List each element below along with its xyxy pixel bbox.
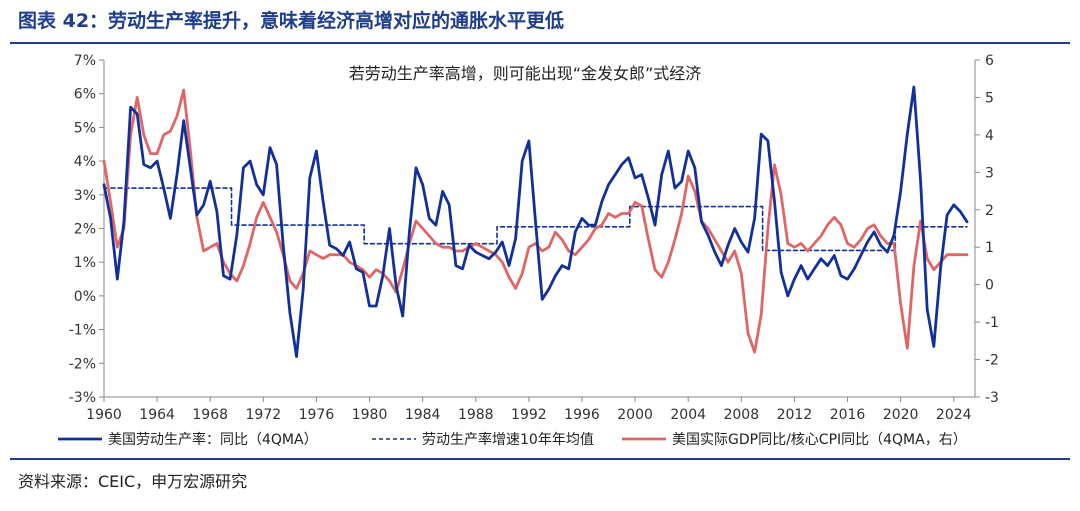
left-axis-tick-label: 4% <box>74 154 96 170</box>
right-axis-tick-label: 4 <box>985 128 994 144</box>
x-axis-tick-label: 2004 <box>670 407 706 423</box>
right-axis-tick-label: -1 <box>985 315 999 331</box>
chart-annotation: 若劳动生产率高增，则可能出现“金发女郎”式经济 <box>349 64 702 83</box>
right-axis-tick-label: 6 <box>985 53 994 69</box>
left-axis-tick-label: 3% <box>74 188 96 204</box>
x-axis-tick-label: 1968 <box>192 407 228 423</box>
x-axis-tick-label: 2008 <box>723 407 759 423</box>
x-axis-tick-label: 1976 <box>299 407 335 423</box>
x-axis-tick-label: 1980 <box>352 407 388 423</box>
x-axis-tick-label: 1988 <box>458 407 494 423</box>
x-axis-tick-label: 2020 <box>883 407 919 423</box>
left-axis-tick-label: -2% <box>69 356 96 372</box>
left-axis-tick-label: 5% <box>74 120 96 136</box>
legend-gdp-cpi-ratio-label: 美国实际GDP同比/核心CPI同比（4QMA，右） <box>672 432 967 448</box>
gdp-core-cpi-ratio-line <box>102 88 969 354</box>
x-axis-tick-label: 2016 <box>830 407 866 423</box>
left-axis-tick-label: 6% <box>74 87 96 103</box>
x-axis-tick-label: 2012 <box>777 407 813 423</box>
left-axis-tick-label: 2% <box>74 222 96 238</box>
right-axis-tick-label: 0 <box>985 278 994 294</box>
x-axis-tick-label: 1992 <box>511 407 547 423</box>
source-note: 资料来源：CEIC，申万宏源研究 <box>18 472 248 491</box>
chart-axes: -3% -2% -1% 0% 1% 2% 3% 4% 5% 6% 7% -3 -2 -1 0 1 2 3 4 5 6 19… <box>69 53 999 423</box>
right-axis-tick-label: 1 <box>985 240 994 256</box>
right-axis-tick-label: 2 <box>985 203 994 219</box>
left-axis-tick-label: 7% <box>74 53 96 69</box>
chart-legend: 美国劳动生产率：同比（4QMA） 劳动生产率增速10年年均值 美国实际GDP同比/核… <box>58 431 967 448</box>
left-axis-tick-label: -3% <box>69 390 96 406</box>
figure-title: 图表 42：劳动生产率提升，意味着经济高增对应的通胀水平更低 <box>18 10 565 32</box>
x-axis-tick-label: 1972 <box>246 407 282 423</box>
x-axis-tick-label: 1960 <box>86 407 122 423</box>
x-axis-tick-label: 2024 <box>936 407 972 423</box>
x-axis-tick-label: 2000 <box>617 407 653 423</box>
right-axis-tick-label: 3 <box>985 165 994 181</box>
left-axis-tick-label: 1% <box>74 255 96 271</box>
chart-series <box>102 85 969 359</box>
right-axis-tick-label: -2 <box>985 353 999 369</box>
left-axis-tick-label: 0% <box>74 289 96 305</box>
legend-productivity-label: 美国劳动生产率：同比（4QMA） <box>108 431 318 448</box>
x-axis-tick-label: 1996 <box>564 407 600 423</box>
left-axis-tick-label: -1% <box>69 323 96 339</box>
x-axis-tick-label: 1964 <box>139 407 175 423</box>
x-axis-tick-label: 1984 <box>405 407 441 423</box>
source-rule <box>10 458 1070 460</box>
right-axis-tick-label: 5 <box>985 90 994 106</box>
productivity-yoy-line <box>102 85 969 359</box>
title-rule <box>10 42 1070 44</box>
right-axis-tick-label: -3 <box>985 390 999 406</box>
legend-10y-average-label: 劳动生产率增速10年年均值 <box>422 431 594 448</box>
